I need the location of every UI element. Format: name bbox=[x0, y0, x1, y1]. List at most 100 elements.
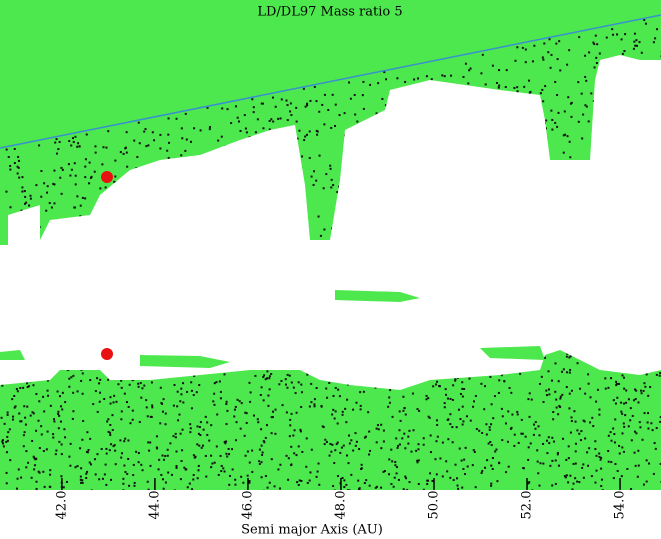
particle bbox=[359, 350, 362, 353]
particle bbox=[537, 472, 540, 475]
particle bbox=[390, 448, 393, 451]
particle bbox=[354, 432, 357, 435]
particle bbox=[429, 100, 432, 103]
particle bbox=[80, 379, 83, 382]
particle bbox=[356, 158, 359, 161]
particle bbox=[466, 93, 469, 96]
particle bbox=[376, 424, 379, 427]
particle bbox=[611, 90, 614, 93]
particle bbox=[205, 475, 208, 478]
particle bbox=[192, 478, 195, 481]
particle bbox=[74, 224, 77, 227]
particle bbox=[23, 405, 26, 408]
particle bbox=[14, 405, 17, 408]
particle bbox=[447, 438, 450, 441]
particle bbox=[337, 388, 340, 391]
particle bbox=[279, 463, 282, 466]
particle bbox=[459, 105, 462, 108]
particle bbox=[127, 457, 130, 460]
particle bbox=[618, 444, 621, 447]
particle bbox=[76, 222, 79, 225]
particle bbox=[66, 220, 69, 223]
particle bbox=[125, 363, 128, 366]
particle bbox=[87, 449, 90, 452]
particle bbox=[143, 130, 146, 133]
particle bbox=[101, 209, 104, 212]
particle bbox=[436, 423, 439, 426]
particle bbox=[408, 367, 411, 370]
particle bbox=[265, 156, 268, 159]
particle bbox=[585, 105, 588, 108]
particle bbox=[306, 102, 309, 105]
particle bbox=[293, 144, 296, 147]
particle bbox=[407, 442, 410, 445]
particle bbox=[501, 439, 504, 442]
particle bbox=[635, 432, 638, 435]
particle bbox=[261, 451, 264, 454]
particle bbox=[644, 22, 647, 25]
particle bbox=[262, 440, 265, 443]
particle bbox=[475, 354, 478, 357]
particle bbox=[584, 54, 587, 57]
particle bbox=[598, 413, 601, 416]
particle bbox=[609, 431, 612, 434]
particle bbox=[381, 97, 384, 100]
particle bbox=[98, 478, 101, 481]
particle bbox=[149, 441, 152, 444]
particle bbox=[195, 391, 198, 394]
particle bbox=[643, 196, 646, 199]
particle bbox=[510, 368, 513, 371]
particle bbox=[102, 146, 105, 149]
particle bbox=[72, 410, 75, 413]
particle bbox=[605, 359, 608, 362]
particle bbox=[416, 126, 419, 129]
particle bbox=[648, 462, 651, 465]
particle bbox=[642, 176, 645, 179]
particle bbox=[581, 137, 584, 140]
particle bbox=[431, 347, 433, 349]
particle bbox=[21, 176, 24, 179]
particle bbox=[270, 118, 273, 121]
particle bbox=[630, 439, 633, 442]
particle bbox=[580, 430, 583, 433]
particle bbox=[297, 243, 300, 245]
particle bbox=[347, 489, 350, 490]
particle bbox=[510, 426, 513, 429]
particle bbox=[635, 389, 638, 392]
particle bbox=[201, 211, 204, 214]
particle bbox=[283, 353, 286, 356]
particle bbox=[461, 486, 464, 489]
particle bbox=[465, 415, 468, 418]
particle bbox=[151, 406, 154, 409]
particle bbox=[457, 487, 460, 490]
particle bbox=[289, 187, 292, 190]
particle bbox=[313, 403, 316, 406]
particle bbox=[638, 41, 641, 44]
particle bbox=[519, 100, 522, 103]
particle bbox=[98, 382, 101, 385]
particle bbox=[169, 442, 172, 445]
particle bbox=[145, 399, 148, 402]
particle bbox=[346, 454, 349, 457]
particle bbox=[450, 74, 453, 77]
particle bbox=[51, 233, 54, 236]
particle bbox=[219, 454, 222, 457]
particle bbox=[418, 254, 420, 256]
particle bbox=[204, 221, 207, 224]
particle bbox=[368, 430, 371, 433]
particle bbox=[504, 85, 507, 88]
particle bbox=[485, 358, 488, 361]
particle bbox=[109, 423, 112, 426]
particle bbox=[185, 468, 188, 471]
particle bbox=[272, 410, 275, 413]
particle bbox=[376, 114, 379, 117]
particle bbox=[181, 137, 184, 140]
particle bbox=[652, 79, 655, 82]
particle bbox=[348, 169, 351, 172]
particle bbox=[360, 348, 362, 350]
particle bbox=[148, 449, 151, 452]
particle bbox=[117, 375, 120, 378]
particle bbox=[333, 417, 336, 420]
particle bbox=[412, 226, 415, 229]
particle bbox=[652, 41, 655, 44]
